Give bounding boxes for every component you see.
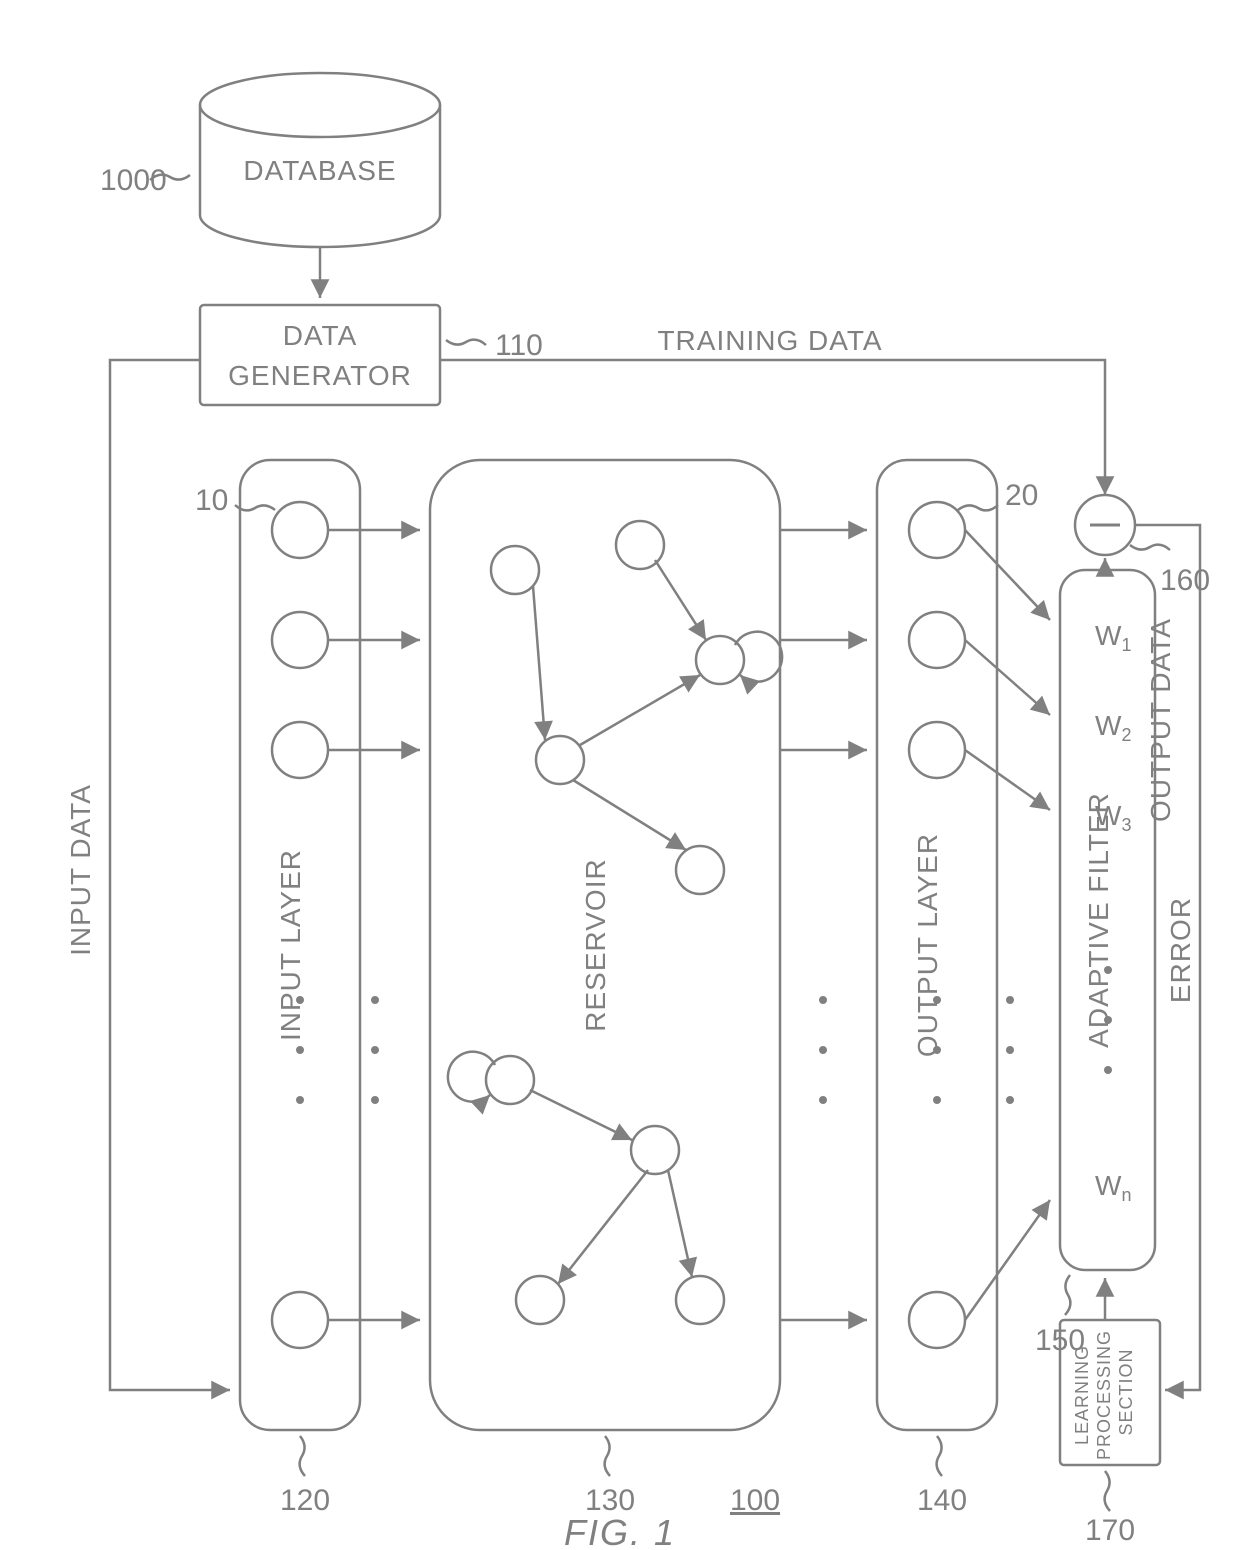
svg-text:W3: W3 (1095, 800, 1131, 835)
input-node (272, 502, 328, 558)
training-data-label: TRAINING DATA (657, 325, 882, 356)
input-node (272, 722, 328, 778)
input-layer-block: INPUT LAYER (240, 460, 360, 1430)
svg-text:GENERATOR: GENERATOR (228, 360, 412, 391)
database-block: DATABASE (200, 73, 440, 247)
input-data-label: INPUT DATA (65, 784, 96, 956)
system-ref: 100 (730, 1484, 780, 1517)
output-layer-ref: 140 (917, 1484, 967, 1517)
output-layer-label: OUTPUT LAYER (912, 833, 943, 1057)
output-node (909, 1292, 965, 1348)
svg-text:DATA: DATA (283, 320, 358, 351)
learning-ref: 170 (1085, 1514, 1135, 1547)
svg-text:W1: W1 (1095, 620, 1131, 655)
input-layer-label: INPUT LAYER (275, 849, 306, 1041)
ref-squiggle (446, 340, 486, 345)
output-node (909, 722, 965, 778)
database-label: DATABASE (243, 155, 396, 186)
figure-label: FIG. 1 (564, 1512, 676, 1550)
error-label: ERROR (1165, 897, 1196, 1003)
output-data-label: OUTPUT DATA (1145, 618, 1176, 822)
adaptive-filter-block: ADAPTIVE FILTER W1 W2 W3 Wn (1060, 570, 1155, 1270)
input-node (272, 1292, 328, 1348)
reservoir-block: RESERVOIR (430, 460, 782, 1430)
database-ref: 1000 (100, 164, 167, 197)
subtractor-ref: 160 (1160, 564, 1210, 597)
output-layer-block: OUTPUT LAYER (877, 460, 997, 1430)
svg-text:LEARNING PROCESSING: LEARNING PROCESSING SECTION (1072, 1324, 1136, 1460)
data-generator-block: DATA GENERATOR (200, 305, 440, 405)
output-node (909, 502, 965, 558)
svg-text:Wn: Wn (1095, 1170, 1131, 1205)
svg-text:W2: W2 (1095, 710, 1131, 745)
input-layer-ref: 120 (280, 1484, 330, 1517)
output-node-ref: 20 (1005, 479, 1038, 512)
input-node-ref: 10 (195, 484, 228, 517)
output-node (909, 612, 965, 668)
diagram-canvas: DATABASE 1000 DATA GENERATOR 110 INPUT D… (0, 0, 1240, 1550)
learning-block: LEARNING PROCESSING SECTION (1060, 1320, 1160, 1465)
data-generator-ref: 110 (495, 329, 543, 362)
input-node (272, 612, 328, 668)
reservoir-label: RESERVOIR (580, 858, 611, 1031)
training-data-path (440, 360, 1105, 495)
subtractor-block (1075, 495, 1135, 555)
